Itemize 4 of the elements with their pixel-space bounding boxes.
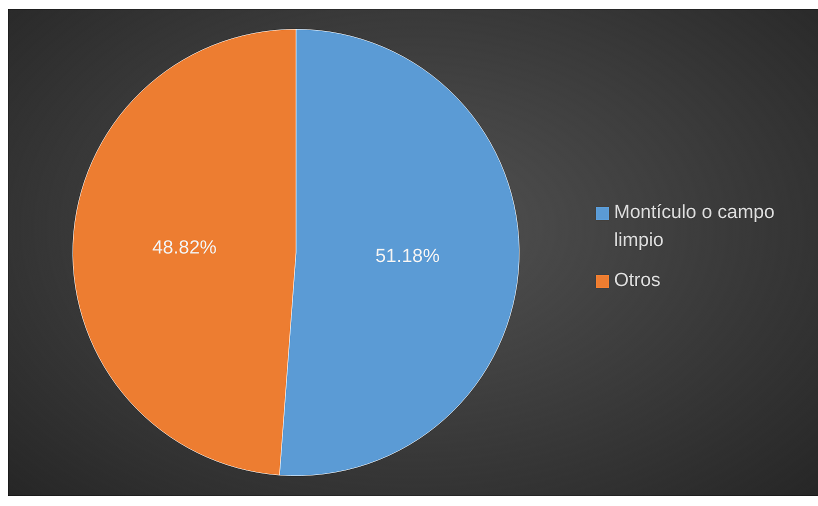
- data-label: 51.18%: [375, 246, 440, 267]
- data-label: 48.82%: [152, 238, 217, 259]
- legend-label: Otros: [614, 269, 660, 293]
- slice-label: Montículo o campo limpio: [614, 201, 776, 253]
